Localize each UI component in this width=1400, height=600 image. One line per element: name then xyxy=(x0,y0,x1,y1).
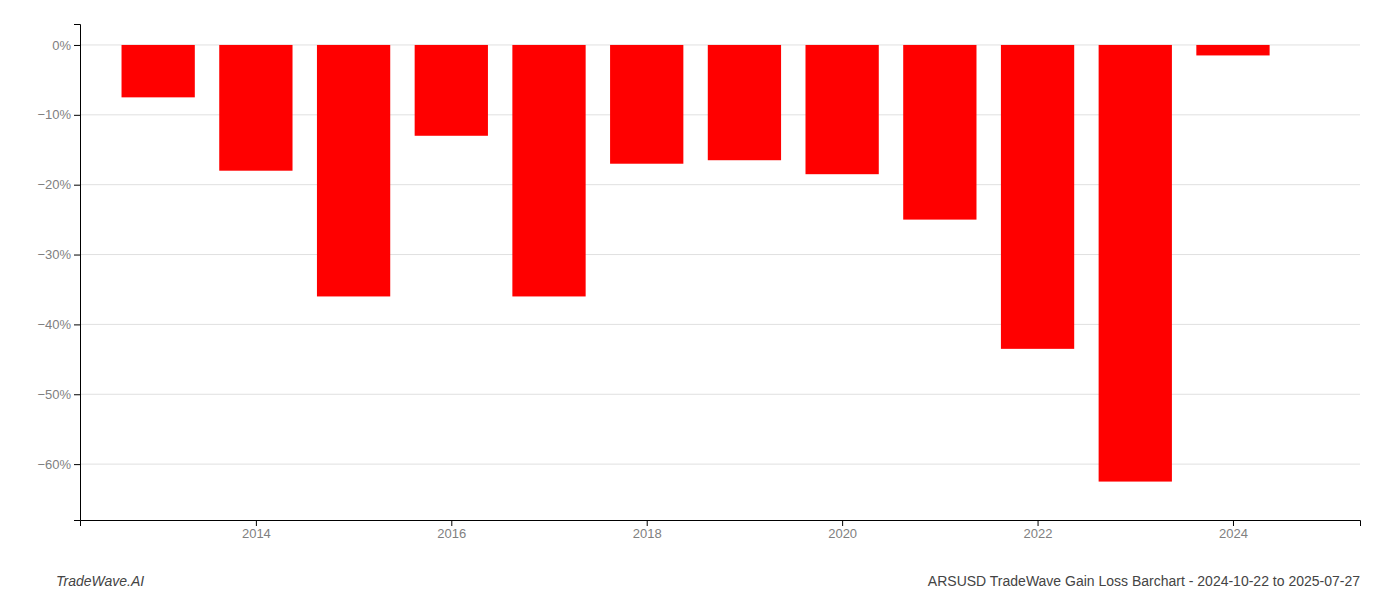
y-tick: 0% xyxy=(52,38,80,53)
y-tick-mark xyxy=(74,185,80,186)
y-tick-mark xyxy=(74,255,80,256)
x-tick-mark xyxy=(1233,520,1234,526)
bar xyxy=(219,45,292,171)
bar xyxy=(1001,45,1074,349)
bar xyxy=(317,45,390,296)
bar xyxy=(512,45,585,296)
x-tick-mark xyxy=(451,520,452,526)
y-tick-label: −60% xyxy=(37,457,71,472)
x-tick-label: 2020 xyxy=(828,526,857,541)
x-tick: 2016 xyxy=(437,520,466,541)
x-axis-line xyxy=(81,521,1361,527)
bar xyxy=(903,45,976,220)
x-tick: 2014 xyxy=(242,520,271,541)
x-tick-label: 2024 xyxy=(1219,526,1248,541)
y-tick-label: −40% xyxy=(37,317,71,332)
bars xyxy=(122,45,1270,482)
x-tick-label: 2018 xyxy=(633,526,662,541)
y-tick: −20% xyxy=(37,177,80,192)
y-tick-mark xyxy=(74,115,80,116)
bar xyxy=(1099,45,1172,482)
y-tick-mark xyxy=(74,45,80,46)
y-tick-label: 0% xyxy=(52,38,71,53)
y-tick: −50% xyxy=(37,387,80,402)
watermark: TradeWave.AI xyxy=(56,573,144,589)
y-tick-label: −20% xyxy=(37,177,71,192)
y-tick: −40% xyxy=(37,317,80,332)
y-axis: 0% −10% −20% −30% −40% −50% −60% xyxy=(37,25,80,521)
y-tick: −30% xyxy=(37,247,80,262)
bar xyxy=(610,45,683,164)
title: ARSUSD TradeWave Gain Loss Barchart - 20… xyxy=(928,573,1360,589)
bar xyxy=(1196,45,1269,55)
x-tick: 2022 xyxy=(1024,520,1053,541)
x-tick-mark xyxy=(1038,520,1039,526)
bar xyxy=(122,45,195,97)
chart: 0%−10%−20%−30%−40%−50%−60%20142016201820… xyxy=(0,0,1400,600)
bar xyxy=(805,45,878,174)
x-tick-label: 2022 xyxy=(1024,526,1053,541)
bar xyxy=(415,45,488,136)
y-axis-line xyxy=(74,25,81,521)
x-axis: 2014 2016 2018 2020 2022 2024 xyxy=(81,520,1361,541)
x-tick-label: 2014 xyxy=(242,526,271,541)
x-tick-mark xyxy=(842,520,843,526)
y-tick-label: −50% xyxy=(37,387,71,402)
y-tick: −60% xyxy=(37,457,80,472)
y-tick-mark xyxy=(74,324,80,325)
x-tick-label: 2016 xyxy=(437,526,466,541)
y-tick-label: −10% xyxy=(37,107,71,122)
x-tick: 2020 xyxy=(828,520,857,541)
x-tick-mark xyxy=(256,520,257,526)
y-tick: −10% xyxy=(37,107,80,122)
x-tick: 2024 xyxy=(1219,520,1248,541)
y-tick-mark xyxy=(74,394,80,395)
x-tick: 2018 xyxy=(633,520,662,541)
bar xyxy=(708,45,781,160)
y-tick-label: −30% xyxy=(37,247,71,262)
plot-area: 0%−10%−20%−30%−40%−50%−60%20142016201820… xyxy=(37,25,1360,542)
x-tick-mark xyxy=(647,520,648,526)
y-tick-mark xyxy=(74,464,80,465)
